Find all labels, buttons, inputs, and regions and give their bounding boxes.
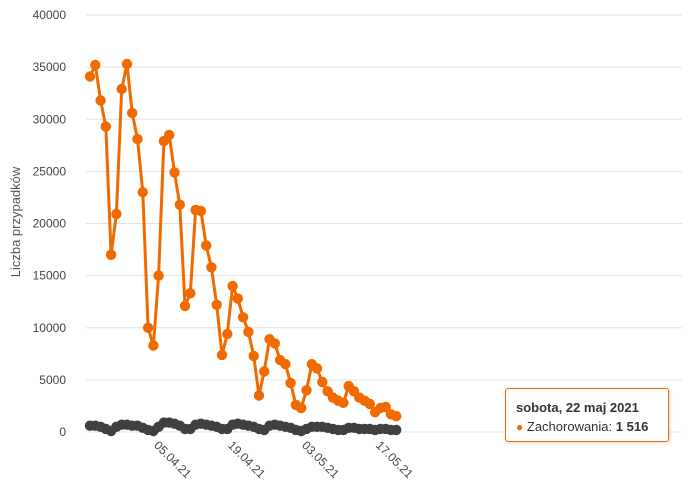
- y-axis-ticks: 0 5000 10000 15000 20000 25000 30000 35000 40000: [33, 8, 67, 439]
- data-point[interactable]: [301, 385, 312, 396]
- data-point[interactable]: [195, 205, 207, 217]
- data-point[interactable]: [169, 167, 180, 178]
- data-point[interactable]: [206, 262, 217, 273]
- data-point[interactable]: [179, 300, 191, 312]
- data-point[interactable]: [201, 240, 212, 251]
- x-tick-label: 17.05.21: [373, 438, 416, 481]
- data-point[interactable]: [211, 299, 222, 310]
- data-point[interactable]: [164, 129, 175, 141]
- tooltip-value: 1 516: [615, 419, 649, 434]
- data-point[interactable]: [280, 359, 291, 370]
- x-tick-label: 03.05.21: [299, 438, 342, 481]
- data-point[interactable]: [253, 390, 265, 401]
- y-tick-label: 25000: [33, 164, 67, 178]
- data-point[interactable]: [105, 249, 117, 260]
- data-point[interactable]: [185, 288, 196, 299]
- x-axis-ticks: 05.04.21 19.04.21 03.05.21 17.05.21: [151, 438, 416, 481]
- data-point[interactable]: [248, 350, 259, 362]
- data-point[interactable]: [216, 349, 228, 361]
- y-tick-label: 15000: [33, 269, 67, 283]
- data-point[interactable]: [237, 312, 249, 323]
- data-point[interactable]: [338, 397, 349, 408]
- y-tick-label: 35000: [33, 60, 67, 74]
- grid-lines: [86, 14, 682, 433]
- data-point[interactable]: [243, 326, 254, 338]
- tooltip-date: sobota, 22 maj 2021: [516, 400, 639, 415]
- data-point[interactable]: [232, 293, 243, 304]
- data-point[interactable]: [84, 71, 96, 82]
- data-point[interactable]: [269, 338, 280, 349]
- tooltip-series-marker: ●: [516, 420, 524, 434]
- y-axis-label: Liczba przypadków: [8, 166, 23, 277]
- data-point[interactable]: [132, 133, 143, 145]
- data-point[interactable]: [111, 208, 122, 220]
- y-tick-label: 40000: [33, 8, 67, 22]
- data-point[interactable]: [153, 270, 164, 281]
- series-layer: [84, 58, 402, 437]
- x-tick-label: 19.04.21: [225, 438, 268, 481]
- series-line: [88, 62, 397, 418]
- y-tick-label: 5000: [39, 373, 66, 387]
- data-point[interactable]: [174, 199, 185, 210]
- data-point[interactable]: [222, 328, 233, 340]
- series-zachorowania: [84, 58, 402, 422]
- tooltip-row: ● Zachorowania: 1 516: [516, 419, 648, 434]
- data-point[interactable]: [90, 59, 101, 71]
- x-tick-label: 05.04.21: [151, 438, 194, 481]
- series-secondary: [84, 417, 402, 437]
- data-point[interactable]: [127, 107, 138, 119]
- data-point[interactable]: [391, 424, 402, 436]
- data-point[interactable]: [100, 121, 112, 132]
- data-point[interactable]: [227, 280, 238, 292]
- data-point[interactable]: [259, 366, 270, 377]
- data-tooltip: sobota, 22 maj 2021 ● Zachorowania: 1 51…: [505, 388, 669, 442]
- y-tick-label: 30000: [33, 112, 67, 126]
- tooltip-series-label: Zachorowania:: [526, 419, 613, 434]
- y-tick-label: 10000: [33, 321, 67, 335]
- data-point[interactable]: [116, 83, 127, 95]
- data-point[interactable]: [148, 340, 159, 351]
- y-tick-label: 20000: [33, 217, 67, 231]
- data-point[interactable]: [311, 363, 323, 374]
- data-point[interactable]: [95, 95, 106, 106]
- data-point[interactable]: [364, 398, 375, 410]
- data-point[interactable]: [121, 58, 133, 70]
- data-point[interactable]: [285, 377, 296, 389]
- data-point[interactable]: [137, 187, 148, 198]
- y-tick-label: 0: [59, 425, 66, 439]
- data-point[interactable]: [391, 411, 402, 422]
- data-point[interactable]: [380, 401, 391, 413]
- data-point[interactable]: [317, 376, 328, 388]
- data-point[interactable]: [296, 402, 307, 414]
- data-point[interactable]: [142, 322, 154, 333]
